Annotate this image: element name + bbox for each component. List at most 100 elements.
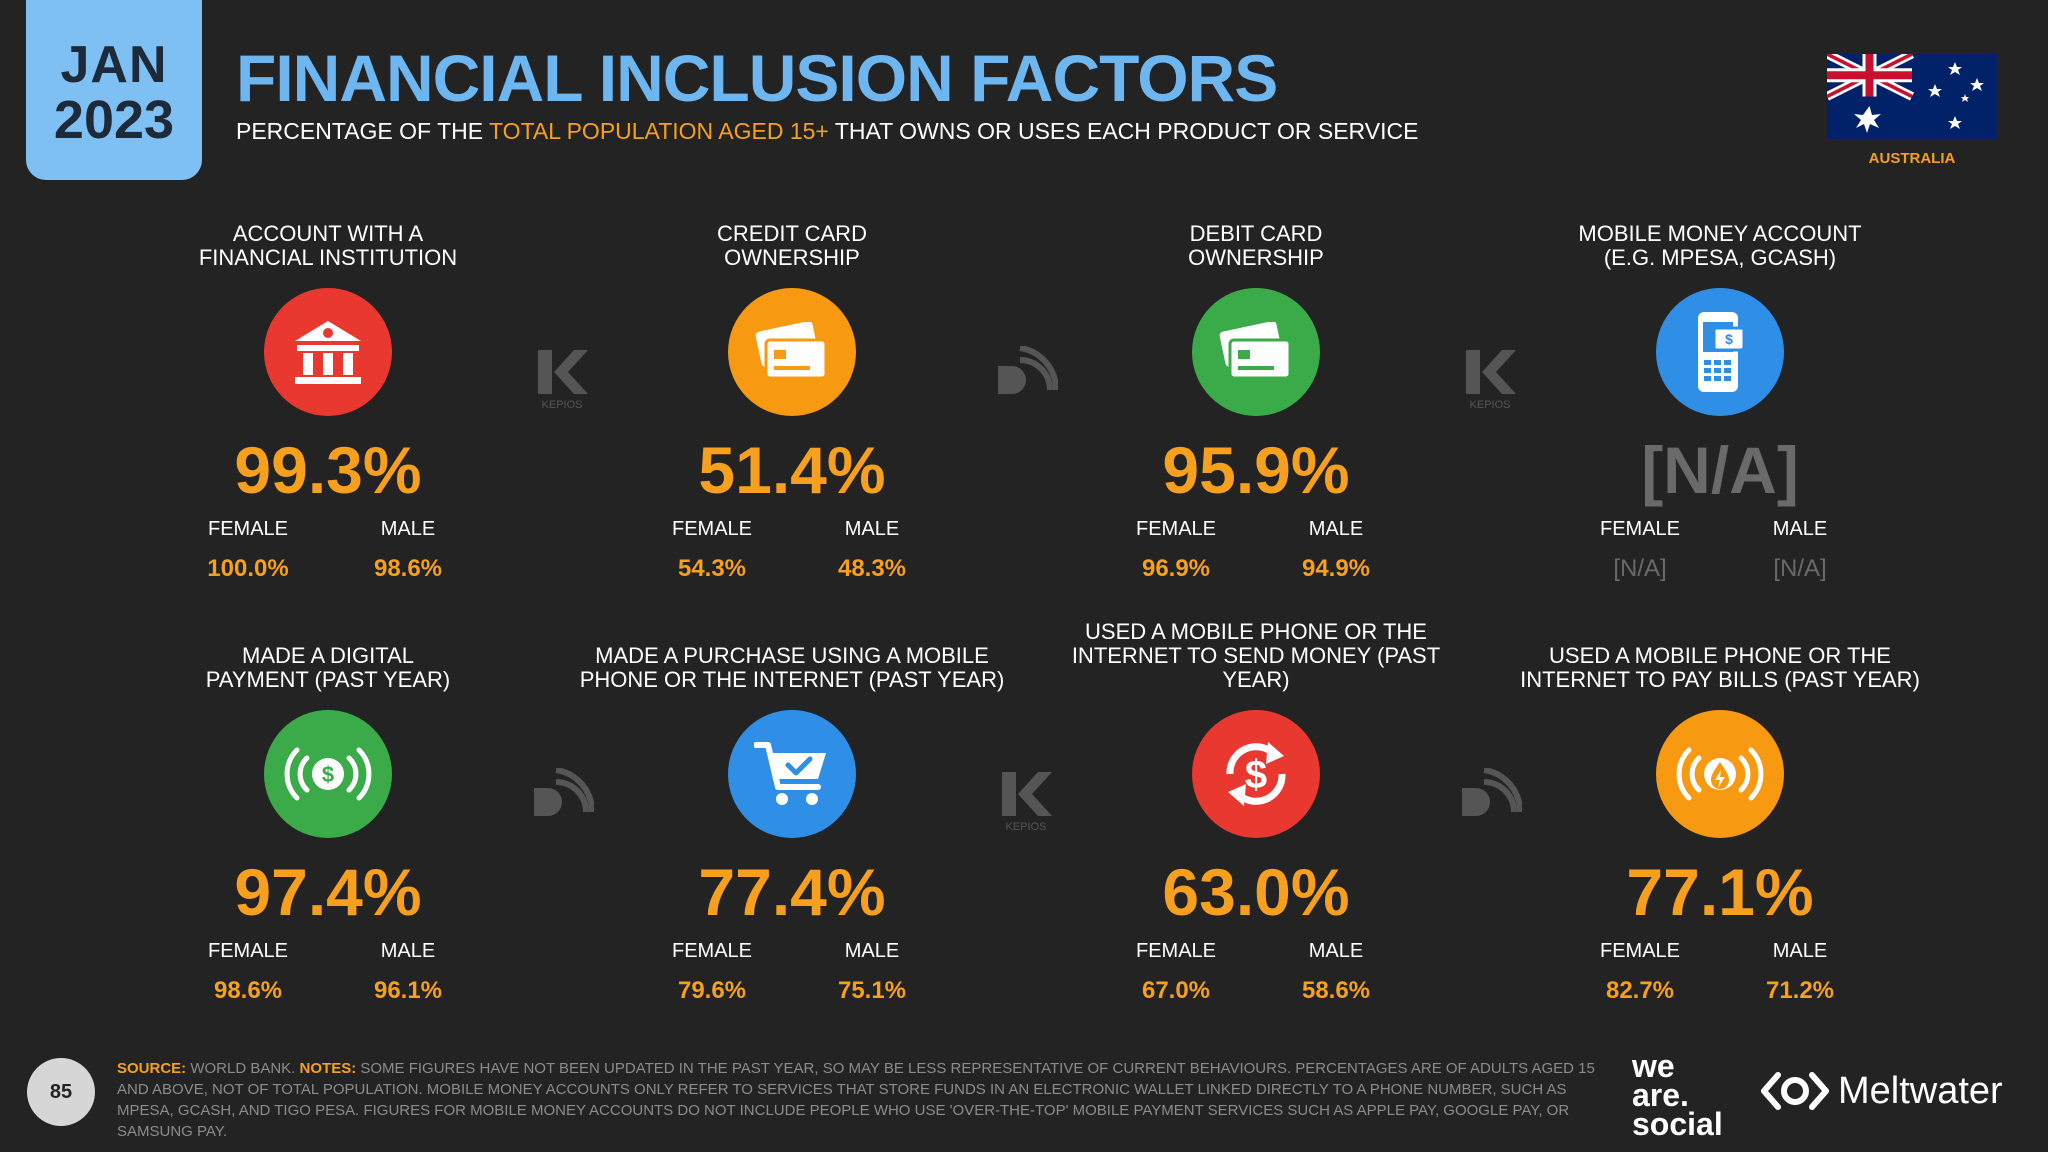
female-label: FEMALE bbox=[671, 940, 753, 962]
gender-breakdown: FEMALE 100.0% MALE 98.6% bbox=[108, 518, 548, 583]
kepios-watermark-icon: KEPIOS bbox=[538, 350, 588, 411]
female-label: FEMALE bbox=[671, 518, 753, 540]
male-label: MALE bbox=[1308, 518, 1364, 540]
male-value: 58.6% bbox=[1301, 977, 1371, 1004]
gender-breakdown: FEMALE 82.7% MALE 71.2% bbox=[1500, 940, 1940, 1005]
card-send-money: USED A MOBILE PHONE OR THE INTERNET TO S… bbox=[1036, 620, 1476, 1005]
gender-breakdown: FEMALE 96.9% MALE 94.9% bbox=[1036, 518, 1476, 583]
page-number: 85 bbox=[27, 1058, 95, 1126]
kepios-watermark-icon: KEPIOS bbox=[1002, 772, 1052, 833]
meltwater-text: Meltwater bbox=[1838, 1069, 2003, 1112]
card-credit-card: CREDIT CARD OWNERSHIP 51.4% FEMALE 54.3% … bbox=[572, 218, 1012, 583]
card-value: 77.4% bbox=[698, 855, 886, 929]
female-label: FEMALE bbox=[1599, 940, 1681, 962]
card-mobile-purchase: MADE A PURCHASE USING A MOBILE PHONE OR … bbox=[572, 640, 1012, 1005]
male-label: MALE bbox=[1772, 940, 1828, 962]
gender-breakdown: FEMALE 67.0% MALE 58.6% bbox=[1036, 940, 1476, 1005]
female-value: 67.0% bbox=[1141, 977, 1211, 1004]
female-label: FEMALE bbox=[1599, 518, 1681, 540]
male-value: 96.1% bbox=[373, 977, 443, 1004]
mobile-money-icon: $ bbox=[1656, 288, 1784, 416]
digital-payment-icon: $ bbox=[264, 710, 392, 838]
we-are-social-logo: we are. social bbox=[1632, 1050, 1742, 1140]
card-digital-payment: MADE A DIGITAL PAYMENT (PAST YEAR) $ 97.… bbox=[108, 640, 548, 1005]
page-title: FINANCIAL INCLUSION FACTORS bbox=[236, 41, 1278, 115]
notes-label: NOTES: bbox=[299, 1060, 357, 1077]
card-value: 95.9% bbox=[1162, 433, 1350, 507]
shopping-cart-icon bbox=[728, 710, 856, 838]
card-label: MADE A PURCHASE USING A MOBILE PHONE OR … bbox=[572, 640, 1012, 692]
male-label: MALE bbox=[844, 940, 900, 962]
card-label: ACCOUNT WITH A FINANCIAL INSTITUTION bbox=[108, 218, 548, 270]
page-subtitle: PERCENTAGE OF THE TOTAL POPULATION AGED … bbox=[236, 118, 1418, 145]
male-value: 94.9% bbox=[1301, 555, 1371, 582]
badge-month: JAN bbox=[60, 36, 168, 94]
card-label: MOBILE MONEY ACCOUNT (E.G. MPESA, GCASH) bbox=[1500, 218, 1940, 270]
card-label-line2: PAYMENT (PAST YEAR) bbox=[205, 667, 451, 692]
male-label: MALE bbox=[844, 518, 900, 540]
male-value: 71.2% bbox=[1765, 977, 1835, 1004]
gender-breakdown: FEMALE 98.6% MALE 96.1% bbox=[108, 940, 548, 1005]
svg-text:KEPIOS: KEPIOS bbox=[1470, 399, 1511, 411]
datareportal-watermark-icon bbox=[1462, 768, 1522, 816]
card-label-line2: OWNERSHIP bbox=[724, 245, 860, 270]
svg-text:$: $ bbox=[1725, 331, 1733, 347]
male-value: [N/A] bbox=[1773, 555, 1827, 582]
card-label: MADE A DIGITAL PAYMENT (PAST YEAR) bbox=[108, 640, 548, 692]
svg-text:$: $ bbox=[1245, 753, 1267, 797]
card-value: [N/A] bbox=[1641, 433, 1799, 507]
card-pay-bills: USED A MOBILE PHONE OR THE INTERNET TO P… bbox=[1500, 640, 1940, 1005]
card-label: USED A MOBILE PHONE OR THE INTERNET TO S… bbox=[1036, 620, 1476, 692]
female-value: 98.6% bbox=[213, 977, 283, 1004]
card-mobile-money: MOBILE MONEY ACCOUNT (E.G. MPESA, GCASH)… bbox=[1500, 218, 1940, 583]
female-label: FEMALE bbox=[207, 940, 289, 962]
source-text: WORLD BANK. bbox=[186, 1060, 300, 1077]
footer-notes: SOURCE: WORLD BANK. NOTES: SOME FIGURES … bbox=[117, 1058, 1597, 1142]
card-label-line1: USED A MOBILE PHONE OR THE bbox=[1549, 643, 1891, 668]
card-label-line2: (E.G. MPESA, GCASH) bbox=[1603, 245, 1837, 270]
card-value: 77.1% bbox=[1626, 855, 1814, 929]
gender-breakdown: FEMALE 79.6% MALE 75.1% bbox=[572, 940, 1012, 1005]
male-value: 98.6% bbox=[373, 555, 443, 582]
female-label: FEMALE bbox=[207, 518, 289, 540]
male-label: MALE bbox=[1772, 518, 1828, 540]
female-value: 54.3% bbox=[677, 555, 747, 582]
subtitle-pre: PERCENTAGE OF THE bbox=[236, 118, 490, 144]
female-value: [N/A] bbox=[1613, 555, 1667, 582]
card-debit-card: DEBIT CARD OWNERSHIP 95.9% FEMALE 96.9% M… bbox=[1036, 218, 1476, 583]
card-label-line2: OWNERSHIP bbox=[1188, 245, 1324, 270]
badge-year: 2023 bbox=[53, 90, 175, 150]
female-value: 100.0% bbox=[207, 555, 289, 582]
card-value: 51.4% bbox=[698, 433, 886, 507]
card-label: CREDIT CARD OWNERSHIP bbox=[572, 218, 1012, 270]
logo-line2: are. bbox=[1632, 1077, 1689, 1113]
card-label: USED A MOBILE PHONE OR THE INTERNET TO P… bbox=[1500, 640, 1940, 692]
pay-bills-icon bbox=[1656, 710, 1784, 838]
meltwater-mark-icon bbox=[1761, 1072, 1829, 1110]
bank-icon bbox=[264, 288, 392, 416]
card-value: 63.0% bbox=[1162, 855, 1350, 929]
svg-text:$: $ bbox=[322, 762, 334, 787]
female-value: 82.7% bbox=[1605, 977, 1675, 1004]
gender-breakdown: FEMALE [N/A] MALE [N/A] bbox=[1500, 518, 1940, 583]
card-label-line1: CREDIT CARD bbox=[717, 221, 867, 246]
gender-breakdown: FEMALE 54.3% MALE 48.3% bbox=[572, 518, 1012, 583]
card-label-line2: PHONE OR THE INTERNET (PAST YEAR) bbox=[579, 667, 1005, 692]
subtitle-highlight: TOTAL POPULATION AGED 15+ bbox=[489, 118, 829, 144]
card-label-line1: MOBILE MONEY ACCOUNT bbox=[1578, 221, 1862, 246]
svg-text:KEPIOS: KEPIOS bbox=[542, 399, 583, 411]
card-label-line1: DEBIT CARD bbox=[1189, 221, 1323, 246]
male-label: MALE bbox=[1308, 940, 1364, 962]
kepios-watermark-icon: KEPIOS bbox=[1466, 350, 1516, 411]
card-label-line2: INTERNET TO PAY BILLS (PAST YEAR) bbox=[1520, 667, 1920, 692]
source-label: SOURCE: bbox=[117, 1060, 187, 1077]
australia-flag-icon bbox=[1827, 54, 1997, 139]
country-label: AUSTRALIA bbox=[1868, 150, 1956, 167]
credit-card-icon bbox=[728, 288, 856, 416]
datareportal-watermark-icon bbox=[534, 768, 594, 816]
notes-text: SOME FIGURES HAVE NOT BEEN UPDATED IN TH… bbox=[117, 1060, 1595, 1140]
card-label-line1: MADE A PURCHASE USING A MOBILE bbox=[595, 643, 989, 668]
card-label: DEBIT CARD OWNERSHIP bbox=[1036, 218, 1476, 270]
card-label-line1: ACCOUNT WITH A bbox=[232, 221, 424, 246]
female-value: 96.9% bbox=[1141, 555, 1211, 582]
